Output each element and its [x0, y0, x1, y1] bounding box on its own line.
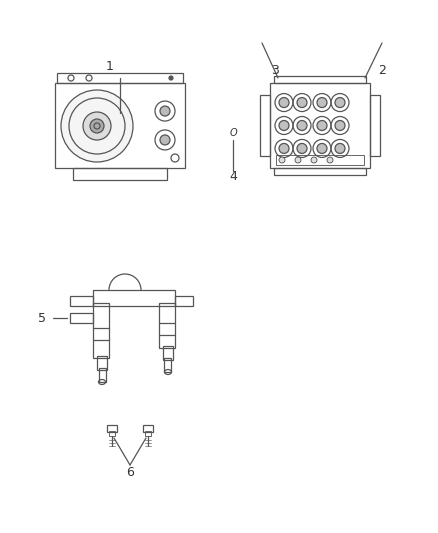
Bar	[175, 296, 193, 306]
Circle shape	[279, 120, 289, 131]
Circle shape	[279, 157, 285, 163]
Bar	[70, 296, 93, 306]
Circle shape	[317, 120, 327, 131]
Text: 3: 3	[271, 64, 279, 77]
Bar	[73, 168, 167, 180]
Text: 5: 5	[38, 311, 46, 325]
Bar	[274, 76, 366, 83]
Circle shape	[169, 76, 173, 80]
Bar	[143, 425, 153, 432]
Bar	[276, 155, 364, 165]
Circle shape	[335, 120, 345, 131]
Bar	[99, 368, 106, 382]
Text: 4: 4	[229, 171, 237, 183]
Circle shape	[279, 143, 289, 154]
Bar	[164, 358, 171, 372]
Circle shape	[297, 98, 307, 108]
Bar	[145, 431, 151, 436]
Circle shape	[335, 98, 345, 108]
Bar	[107, 425, 117, 432]
Circle shape	[90, 119, 104, 133]
Bar	[274, 168, 366, 175]
Circle shape	[83, 112, 111, 140]
Bar	[70, 313, 93, 323]
Bar	[109, 431, 115, 436]
Bar	[370, 95, 380, 156]
Circle shape	[327, 157, 333, 163]
Circle shape	[160, 106, 170, 116]
Bar	[163, 346, 173, 360]
Bar	[97, 356, 107, 370]
Circle shape	[311, 157, 317, 163]
Text: 6: 6	[126, 466, 134, 480]
Bar	[93, 290, 175, 306]
Circle shape	[61, 90, 133, 162]
Circle shape	[295, 157, 301, 163]
Bar	[159, 303, 175, 348]
Circle shape	[335, 143, 345, 154]
Circle shape	[297, 120, 307, 131]
Circle shape	[317, 98, 327, 108]
Circle shape	[279, 98, 289, 108]
Text: 1: 1	[106, 60, 114, 72]
Text: 2: 2	[378, 64, 386, 77]
Circle shape	[297, 143, 307, 154]
Bar	[57, 73, 183, 83]
Bar	[93, 303, 109, 358]
Circle shape	[160, 135, 170, 145]
Bar	[260, 95, 270, 156]
Text: O: O	[229, 128, 237, 138]
Bar	[55, 83, 185, 168]
Bar	[270, 83, 370, 168]
Circle shape	[317, 143, 327, 154]
